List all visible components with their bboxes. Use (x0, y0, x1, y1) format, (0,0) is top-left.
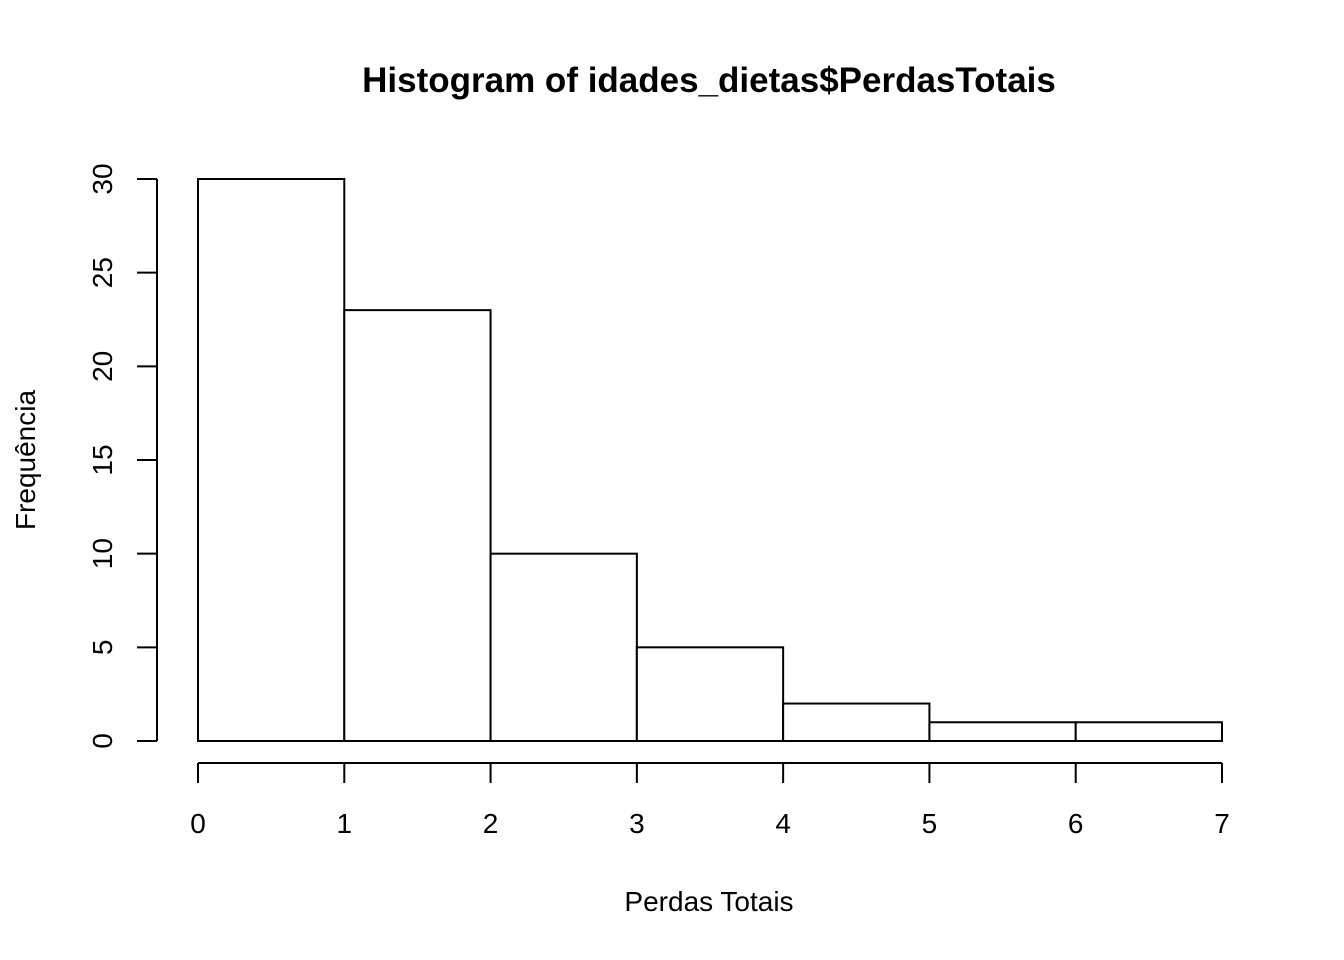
histogram-bar-4 (782, 702, 931, 742)
x-tick-label-0: 0 (190, 808, 206, 839)
chart-title: Histogram of idades_dietas$PerdasTotais (362, 61, 1056, 100)
histogram-bar-1 (343, 309, 492, 742)
histogram-bar-3 (635, 646, 785, 742)
y-tick-label-5: 25 (87, 257, 118, 288)
x-axis-label: Perdas Totais (624, 886, 793, 917)
x-tick-label-2: 2 (483, 808, 499, 839)
x-tick-label-6: 6 (1068, 808, 1084, 839)
y-tick-label-2: 10 (87, 538, 118, 569)
y-axis: 0 5 10 15 20 25 30 (87, 163, 158, 749)
y-tick-label-3: 15 (87, 444, 118, 475)
histogram-bar-6 (1074, 721, 1223, 742)
x-axis: 0 1 2 3 4 5 6 7 (190, 762, 1230, 839)
x-tick-label-4: 4 (775, 808, 791, 839)
y-tick-label-4: 20 (87, 351, 118, 382)
y-tick-label-6: 30 (87, 163, 118, 194)
histogram-bar-0 (197, 178, 346, 742)
x-tick-label-5: 5 (922, 808, 938, 839)
histogram-bars (197, 178, 1223, 743)
x-tick-label-7: 7 (1214, 808, 1230, 839)
y-axis-label: Frequência (10, 390, 41, 531)
x-tick-label-3: 3 (629, 808, 645, 839)
y-tick-label-1: 5 (87, 640, 118, 656)
x-tick-label-1: 1 (336, 808, 352, 839)
y-tick-label-0: 0 (87, 733, 118, 749)
histogram-bar-2 (489, 552, 638, 743)
histogram-bar-5 (928, 721, 1077, 742)
